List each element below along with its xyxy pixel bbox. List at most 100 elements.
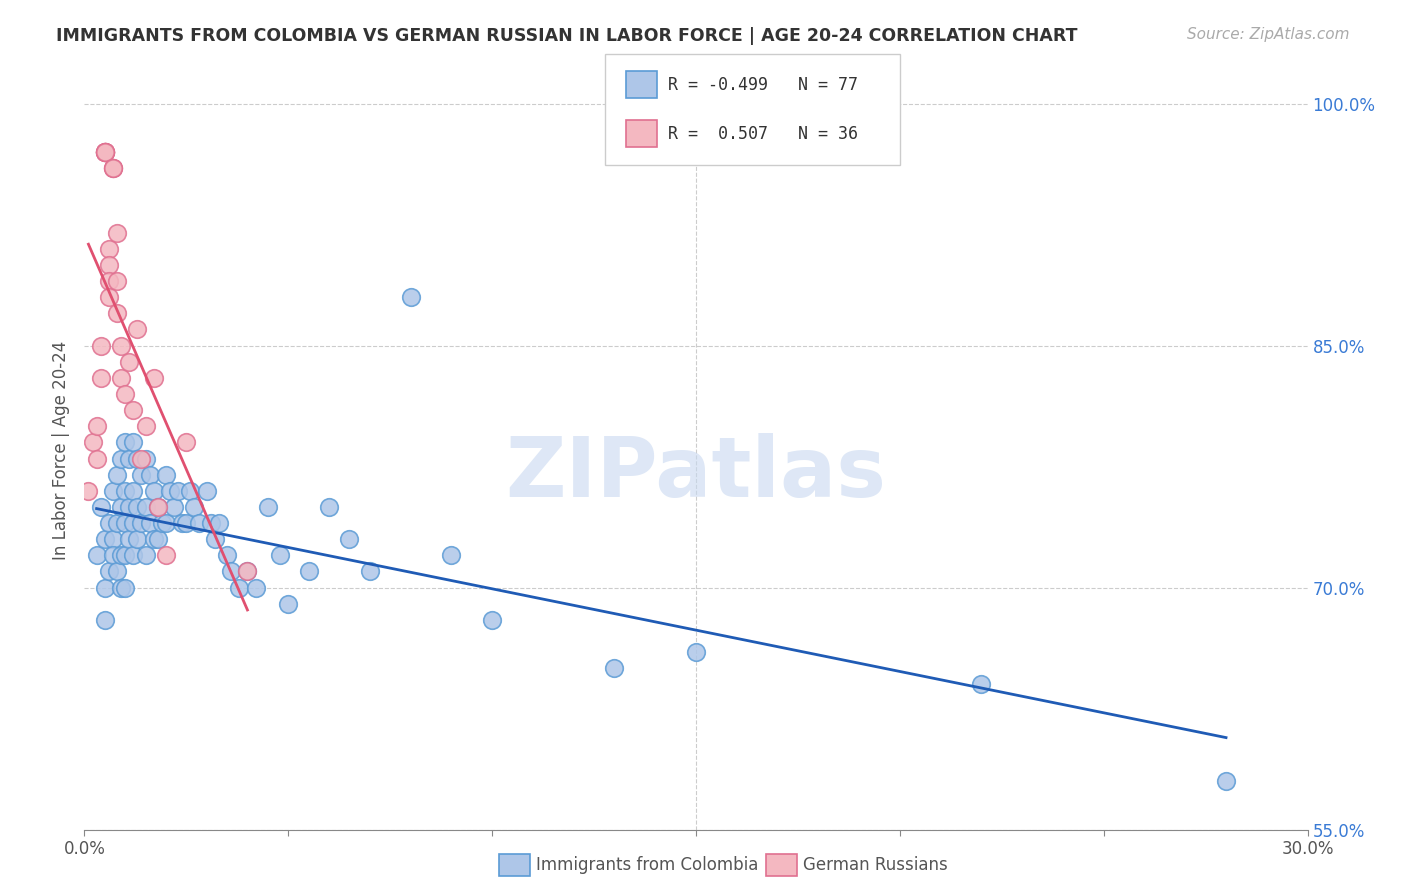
Point [105, 565, 128, 579]
Point [245, 581, 267, 595]
Point [236, 565, 259, 579]
Point [122, 483, 145, 498]
Point [110, 500, 132, 514]
Point [970, 677, 993, 691]
Point [93, 145, 115, 159]
Point [200, 516, 222, 530]
Point [603, 661, 626, 675]
Point [217, 549, 239, 563]
Point [208, 516, 231, 530]
Point [195, 483, 218, 498]
Point [122, 403, 145, 417]
Point [219, 565, 242, 579]
Point [105, 306, 128, 320]
Point [257, 500, 280, 514]
Point [150, 516, 173, 530]
Point [82, 435, 104, 450]
Point [93, 145, 115, 159]
Point [228, 581, 250, 595]
Point [118, 532, 141, 546]
Point [110, 549, 132, 563]
Point [93, 145, 115, 159]
Text: Source: ZipAtlas.com: Source: ZipAtlas.com [1187, 27, 1350, 42]
Point [93, 613, 115, 627]
Point [101, 549, 124, 563]
Point [114, 483, 136, 498]
Point [101, 161, 124, 176]
Text: Immigrants from Colombia: Immigrants from Colombia [536, 856, 758, 874]
Point [122, 516, 145, 530]
Point [135, 500, 157, 514]
Point [481, 613, 503, 627]
Point [127, 322, 149, 336]
Point [93, 145, 115, 159]
Point [86, 419, 108, 434]
Point [97, 516, 120, 530]
Point [131, 451, 153, 466]
Point [97, 258, 120, 272]
Point [269, 549, 291, 563]
Point [163, 500, 186, 514]
Point [131, 516, 153, 530]
Point [685, 645, 707, 659]
Point [110, 371, 132, 385]
Point [101, 161, 124, 176]
Point [90, 500, 112, 514]
Point [122, 435, 145, 450]
Point [138, 467, 160, 482]
Point [93, 145, 115, 159]
Point [187, 516, 209, 530]
Point [97, 565, 120, 579]
Point [114, 435, 136, 450]
Point [146, 500, 169, 514]
Point [127, 500, 149, 514]
Point [174, 516, 197, 530]
Point [105, 467, 128, 482]
Point [114, 549, 136, 563]
Point [138, 516, 160, 530]
Text: IMMIGRANTS FROM COLOMBIA VS GERMAN RUSSIAN IN LABOR FORCE | AGE 20-24 CORRELATIO: IMMIGRANTS FROM COLOMBIA VS GERMAN RUSSI… [56, 27, 1078, 45]
Point [174, 435, 197, 450]
Point [399, 290, 422, 304]
Point [101, 161, 124, 176]
Text: R =  0.507   N = 36: R = 0.507 N = 36 [668, 125, 858, 143]
Point [105, 226, 128, 240]
Point [110, 451, 132, 466]
Point [359, 565, 381, 579]
Y-axis label: In Labor Force | Age 20-24: In Labor Force | Age 20-24 [52, 341, 70, 560]
Point [86, 451, 108, 466]
Point [114, 387, 136, 401]
Point [93, 145, 115, 159]
Point [135, 451, 157, 466]
Point [318, 500, 340, 514]
Point [86, 549, 108, 563]
Point [155, 516, 177, 530]
Point [172, 516, 194, 530]
Point [118, 451, 141, 466]
Point [97, 242, 120, 256]
Point [93, 145, 115, 159]
Point [114, 516, 136, 530]
Point [90, 371, 112, 385]
Point [131, 467, 153, 482]
Point [93, 532, 115, 546]
Point [142, 371, 165, 385]
Point [155, 549, 177, 563]
Point [142, 483, 165, 498]
Point [159, 483, 181, 498]
Point [90, 338, 112, 352]
Point [167, 483, 190, 498]
Point [118, 355, 141, 369]
Point [110, 338, 132, 352]
Point [146, 532, 169, 546]
Point [114, 581, 136, 595]
Point [204, 532, 226, 546]
Point [1215, 774, 1237, 789]
Point [105, 274, 128, 288]
Text: German Russians: German Russians [803, 856, 948, 874]
Point [339, 532, 361, 546]
Point [110, 581, 132, 595]
Point [93, 581, 115, 595]
Point [101, 483, 124, 498]
Point [101, 532, 124, 546]
